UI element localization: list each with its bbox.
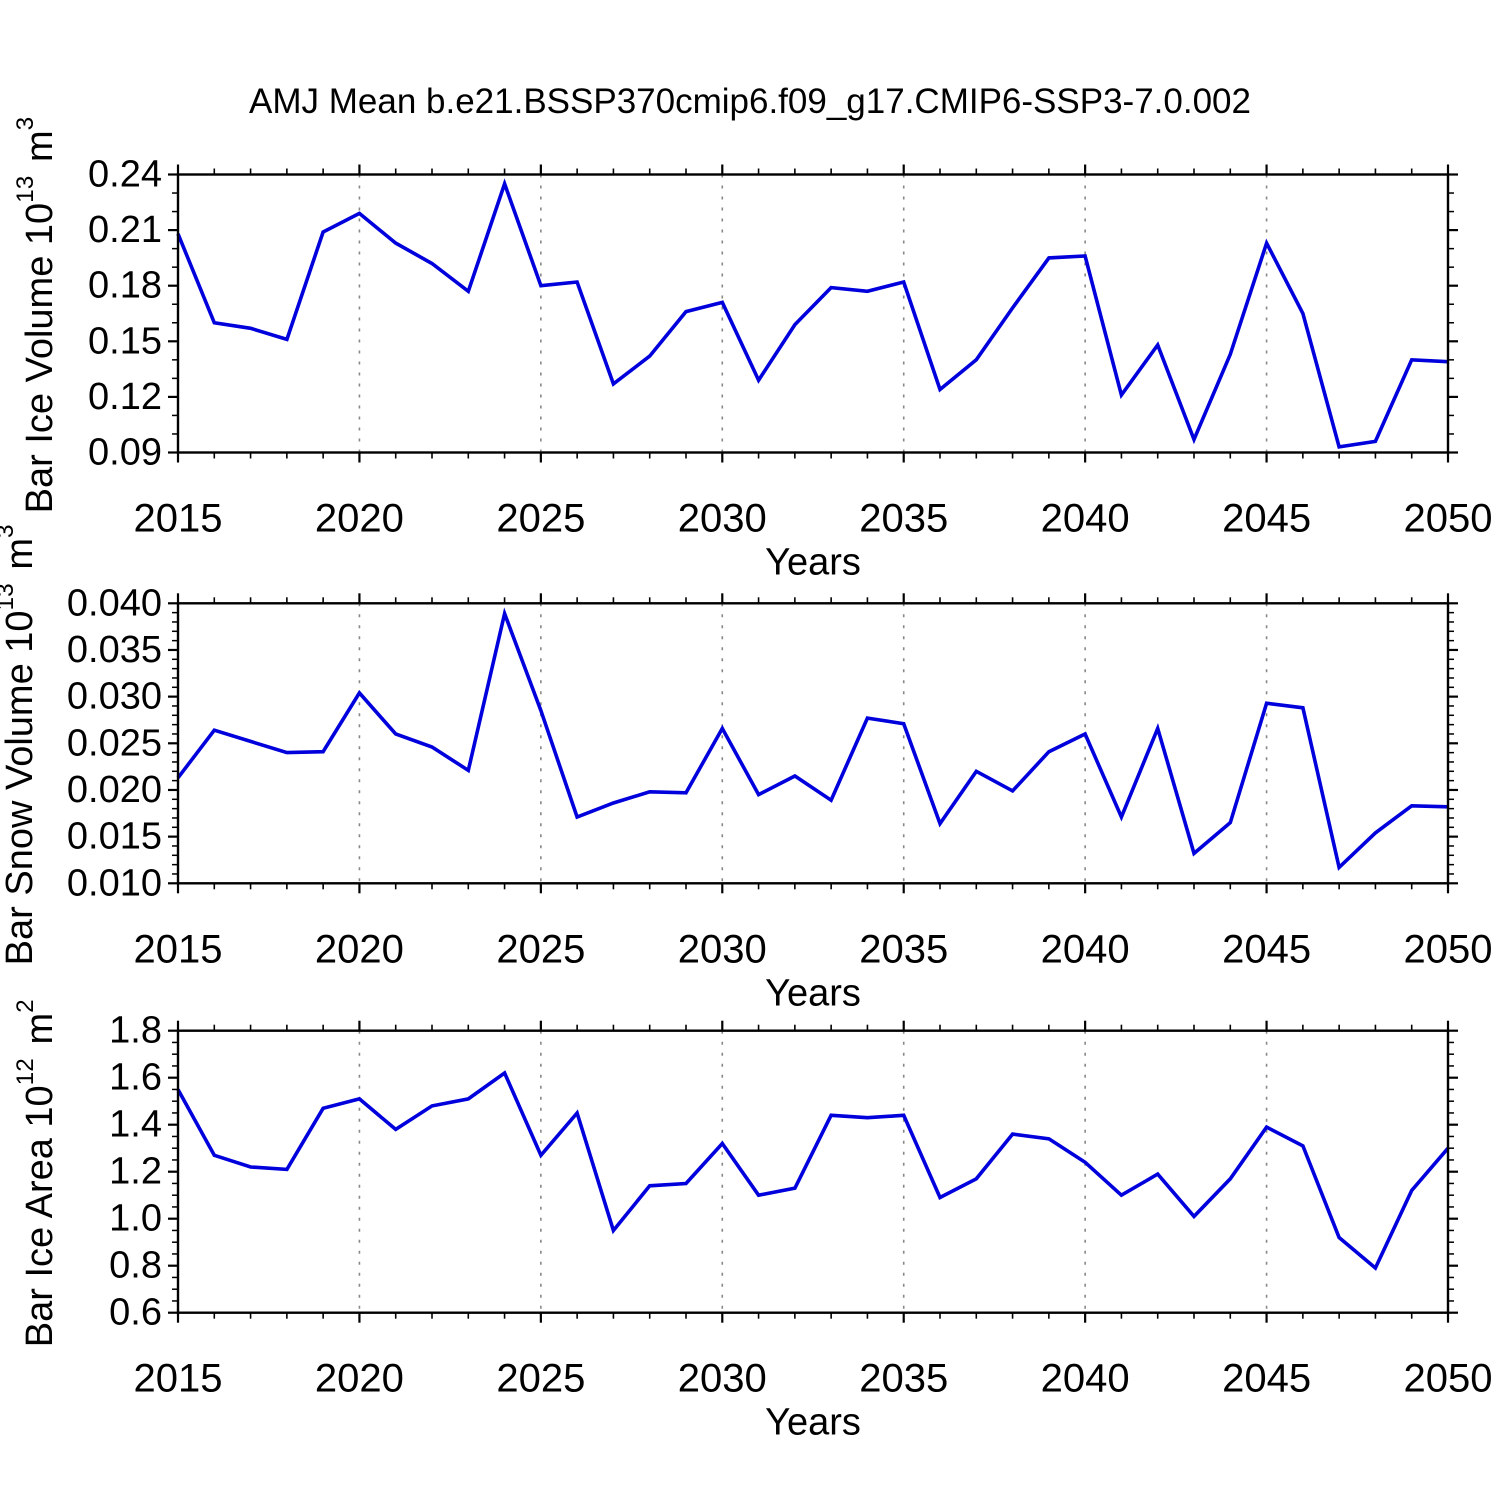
data-line (176, 178, 1449, 449)
y-tick-label: 1.6 (109, 1057, 162, 1099)
x-tick-label: 2015 (134, 497, 223, 541)
x-tick-label: 2015 (134, 927, 223, 971)
x-tick-label: 2025 (496, 927, 585, 971)
y-tick-label: 1.0 (109, 1198, 162, 1240)
y-axis-title: Bar Ice Area 1012 m2 (12, 996, 62, 1347)
x-tick-label: 2035 (859, 927, 948, 971)
x-axis-title: Years (765, 1402, 861, 1444)
x-tick-label: 2030 (678, 927, 767, 971)
plot-box (176, 1029, 1450, 1314)
x-tick-label: 2050 (1404, 927, 1493, 971)
y-axis-title: Bar Ice Volume 1013 m3 (12, 114, 62, 514)
x-tick-label: 2030 (678, 1357, 767, 1401)
y-tick-label: 0.020 (67, 769, 162, 811)
y-tick-label: 0.09 (88, 432, 162, 474)
y-axis-title: Bar Snow Volume 1013 m3 (0, 521, 41, 965)
x-tick-label: 2035 (859, 497, 948, 541)
x-tick-label: 2040 (1041, 927, 1130, 971)
x-axis-title: Years (765, 542, 861, 584)
y-tick-label: 0.8 (109, 1245, 162, 1287)
page-title: AMJ Mean b.e21.BSSP370cmip6.f09_g17.CMIP… (249, 82, 1251, 121)
y-tick-label: 0.12 (88, 376, 162, 418)
x-tick-label: 2040 (1041, 1357, 1130, 1401)
ice-volume-panel: 0.09 0.12 0.15 0.18 0.21 0.24 2015 2020 2025 2030… (12, 114, 1493, 584)
x-tick-label: 2050 (1404, 1357, 1493, 1401)
y-tick-label: 0.24 (88, 154, 162, 196)
x-tick-label: 2045 (1222, 497, 1311, 541)
y-tick-label: 0.015 (67, 816, 162, 858)
x-tick-label: 2015 (134, 1357, 223, 1401)
data-line (176, 1070, 1450, 1271)
y-tick-label: 0.035 (67, 629, 162, 671)
data-line (176, 607, 1449, 871)
y-tick-label: 1.4 (109, 1104, 162, 1146)
plot-box (176, 602, 1450, 885)
y-tick-label: 0.030 (67, 676, 162, 718)
y-tick-label: 0.6 (109, 1292, 162, 1334)
y-tick-label: 0.18 (88, 265, 162, 307)
y-tick-label: 0.15 (88, 320, 162, 362)
ice-area-panel: 0.6 0.8 1.0 1.2 1.4 1.6 1.8 2015 2020 2025 2030 203… (12, 996, 1493, 1444)
x-tick-label: 2045 (1222, 1357, 1311, 1401)
x-tick-label: 2035 (859, 1357, 948, 1401)
x-tick-label: 2020 (315, 927, 404, 971)
x-tick-label: 2020 (315, 1357, 404, 1401)
x-tick-label: 2040 (1041, 497, 1130, 541)
y-tick-label: 1.8 (109, 1010, 162, 1052)
x-tick-label: 2025 (496, 497, 585, 541)
y-tick-label: 0.21 (88, 209, 162, 251)
y-tick-label: 0.025 (67, 722, 162, 764)
x-tick-label: 2030 (678, 497, 767, 541)
x-tick-label: 2020 (315, 497, 404, 541)
x-tick-label: 2050 (1404, 497, 1493, 541)
plot-box (176, 173, 1450, 454)
y-tick-label: 0.010 (67, 862, 162, 904)
y-tick-label: 0.040 (67, 582, 162, 624)
x-tick-label: 2045 (1222, 927, 1311, 971)
y-tick-label: 1.2 (109, 1151, 162, 1193)
x-axis-title: Years (765, 972, 861, 1014)
x-tick-label: 2025 (496, 1357, 585, 1401)
